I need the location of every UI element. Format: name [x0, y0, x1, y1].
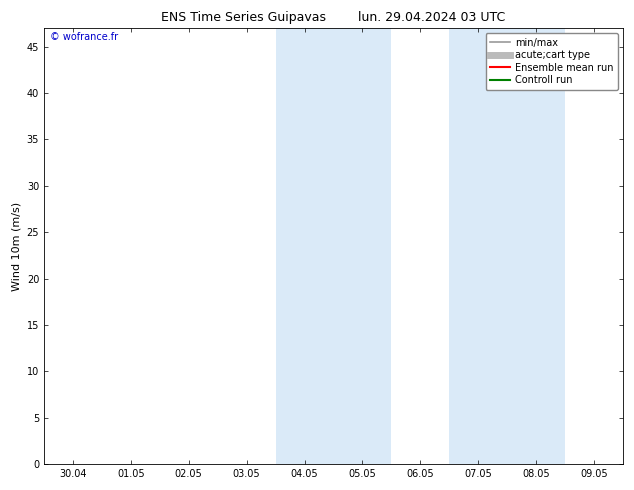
Legend: min/max, acute;cart type, Ensemble mean run, Controll run: min/max, acute;cart type, Ensemble mean …	[486, 33, 618, 90]
Title: ENS Time Series Guipavas        lun. 29.04.2024 03 UTC: ENS Time Series Guipavas lun. 29.04.2024…	[161, 11, 505, 24]
Y-axis label: Wind 10m (m/s): Wind 10m (m/s)	[11, 201, 21, 291]
Bar	[276, 28, 391, 464]
Text: © wofrance.fr: © wofrance.fr	[50, 32, 118, 43]
Bar	[450, 28, 565, 464]
